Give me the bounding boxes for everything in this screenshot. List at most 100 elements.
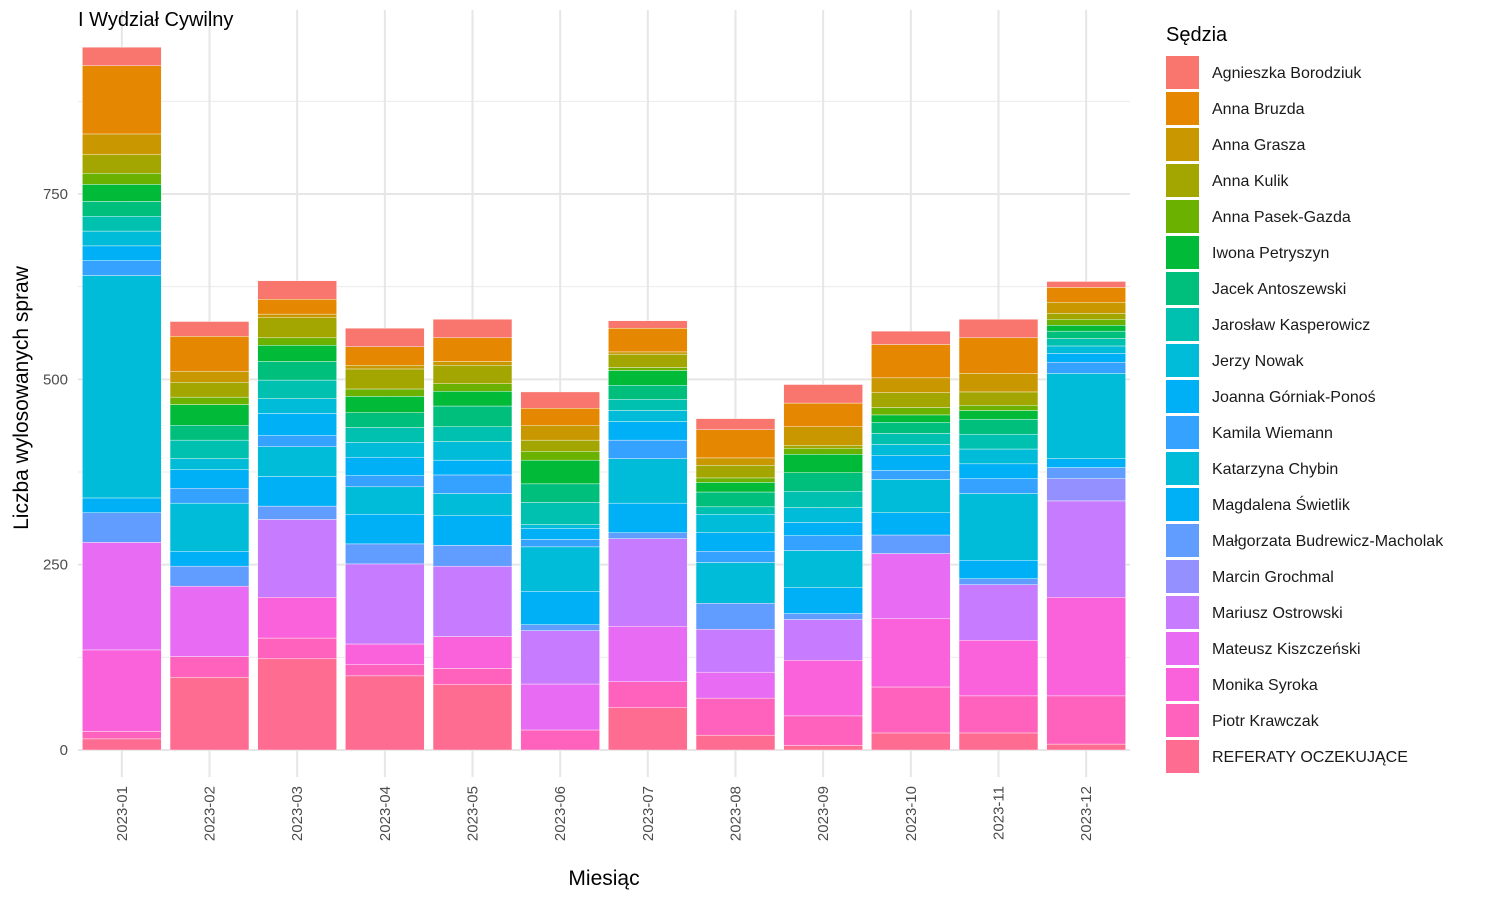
- bar-segment: [257, 476, 337, 507]
- legend-swatch: [1166, 236, 1199, 269]
- bar-segment: [1046, 325, 1126, 332]
- legend: Sędzia Agnieszka Borodziuk Anna Bruzda Ann…: [1166, 24, 1444, 773]
- bar-segment: [169, 382, 250, 398]
- bar-segment: [1046, 338, 1126, 347]
- bar-segment: [958, 463, 1039, 479]
- bar-segment: [695, 477, 776, 483]
- bar-segment: [82, 245, 162, 261]
- bar-segment: [345, 543, 425, 565]
- bar-segment: [432, 390, 513, 407]
- bar-segment: [608, 532, 688, 539]
- bar-segment: [871, 392, 951, 408]
- bar-segment: [608, 681, 688, 708]
- bar-segment: [432, 515, 513, 546]
- bar-segment: [608, 385, 688, 400]
- bar-segment: [520, 683, 600, 731]
- y-tick-label: 750: [43, 186, 68, 203]
- bar-segment: [695, 506, 776, 515]
- bar-segment: [82, 133, 162, 155]
- bar-segment: [345, 396, 425, 413]
- bar-segment: [958, 391, 1039, 406]
- bar-segment: [783, 402, 863, 427]
- x-tick-label: 2023-05: [465, 786, 482, 841]
- y-tick-label: 250: [43, 557, 68, 574]
- bar-segment: [608, 625, 688, 682]
- bar-segment: [783, 522, 863, 536]
- bar-segment: [1046, 302, 1126, 314]
- y-axis-title: Liczba wylosowanych spraw: [10, 265, 33, 530]
- x-tick-label: 2023-02: [202, 786, 219, 841]
- bar-segment: [82, 275, 162, 499]
- bar-segment: [520, 425, 600, 441]
- bar-segment: [520, 408, 600, 426]
- bar-segment: [520, 591, 600, 625]
- legend-swatch: [1166, 380, 1199, 413]
- bar-segment: [783, 445, 863, 449]
- bar-segment: [871, 534, 951, 554]
- bar-segment: [695, 418, 776, 430]
- bar-segment: [871, 732, 951, 751]
- bar-segment: [169, 370, 250, 383]
- bar-segment: [871, 618, 951, 688]
- bar-segment: [169, 677, 250, 751]
- bar-segment: [695, 532, 776, 552]
- bar-segment: [520, 729, 600, 751]
- x-axis-ticks: 2023-01 2023-02 2023-03 2023-04 2023-05 2023-…: [114, 786, 1095, 841]
- bar-segment: [432, 474, 513, 494]
- bar-segment: [432, 319, 513, 339]
- bar-segment: [345, 675, 425, 751]
- legend-swatch: [1166, 524, 1199, 557]
- bar-segment: [432, 365, 513, 384]
- legend-swatch: [1166, 272, 1199, 305]
- x-tick-label: 2023-12: [1078, 786, 1095, 841]
- bar-segment: [82, 649, 162, 732]
- bar-stacks: [82, 47, 1126, 751]
- bar-segment: [82, 201, 162, 217]
- bar-segment: [783, 535, 863, 551]
- legend-label: Kamila Wiemann: [1212, 425, 1333, 442]
- legend-label: Mariusz Ostrowski: [1212, 605, 1343, 622]
- bar-segment: [257, 658, 337, 751]
- bar-segment: [169, 565, 250, 587]
- bar-segment: [520, 524, 600, 529]
- bar-segment: [608, 320, 688, 329]
- bar-segment: [608, 502, 688, 533]
- bar-segment: [82, 731, 162, 740]
- bar-segment: [432, 545, 513, 567]
- bar-segment: [958, 448, 1039, 465]
- bar-segment: [871, 512, 951, 536]
- bar-segment: [608, 370, 688, 386]
- bar-segment: [871, 686, 951, 734]
- bar-segment: [871, 444, 951, 456]
- bar-segment: [1046, 313, 1126, 320]
- bar-segment: [345, 388, 425, 397]
- legend-label: Jerzy Nowak: [1212, 353, 1305, 370]
- bar-segment: [82, 497, 162, 513]
- bar-segment: [257, 299, 337, 315]
- legend-swatch: [1166, 164, 1199, 197]
- bar-segment: [871, 470, 951, 480]
- bar-segment: [169, 321, 250, 337]
- bar-segment: [82, 512, 162, 543]
- bar-segment: [1046, 345, 1126, 354]
- bar-segment: [82, 47, 162, 66]
- legend-label: Monika Syroka: [1212, 677, 1318, 694]
- legend-label: Anna Kulik: [1212, 173, 1289, 190]
- bar-segment: [958, 319, 1039, 339]
- x-tick-label: 2023-09: [815, 786, 832, 841]
- bar-segment: [345, 442, 425, 458]
- bar-segment: [1046, 330, 1126, 339]
- bar-segment: [695, 514, 776, 533]
- bar-segment: [1046, 478, 1126, 502]
- bar-segment: [520, 539, 600, 548]
- bar-segment: [1046, 597, 1126, 697]
- bar-segment: [432, 668, 513, 685]
- bar-segment: [257, 280, 337, 300]
- legend-swatch: [1166, 452, 1199, 485]
- y-axis-ticks: 0 250 500 750: [43, 186, 68, 759]
- x-tick-label: 2023-04: [377, 786, 394, 841]
- legend-label: Jarosław Kasperowicz: [1212, 317, 1370, 334]
- legend-label: Anna Pasek-Gazda: [1212, 209, 1351, 226]
- bar-segment: [1046, 458, 1126, 468]
